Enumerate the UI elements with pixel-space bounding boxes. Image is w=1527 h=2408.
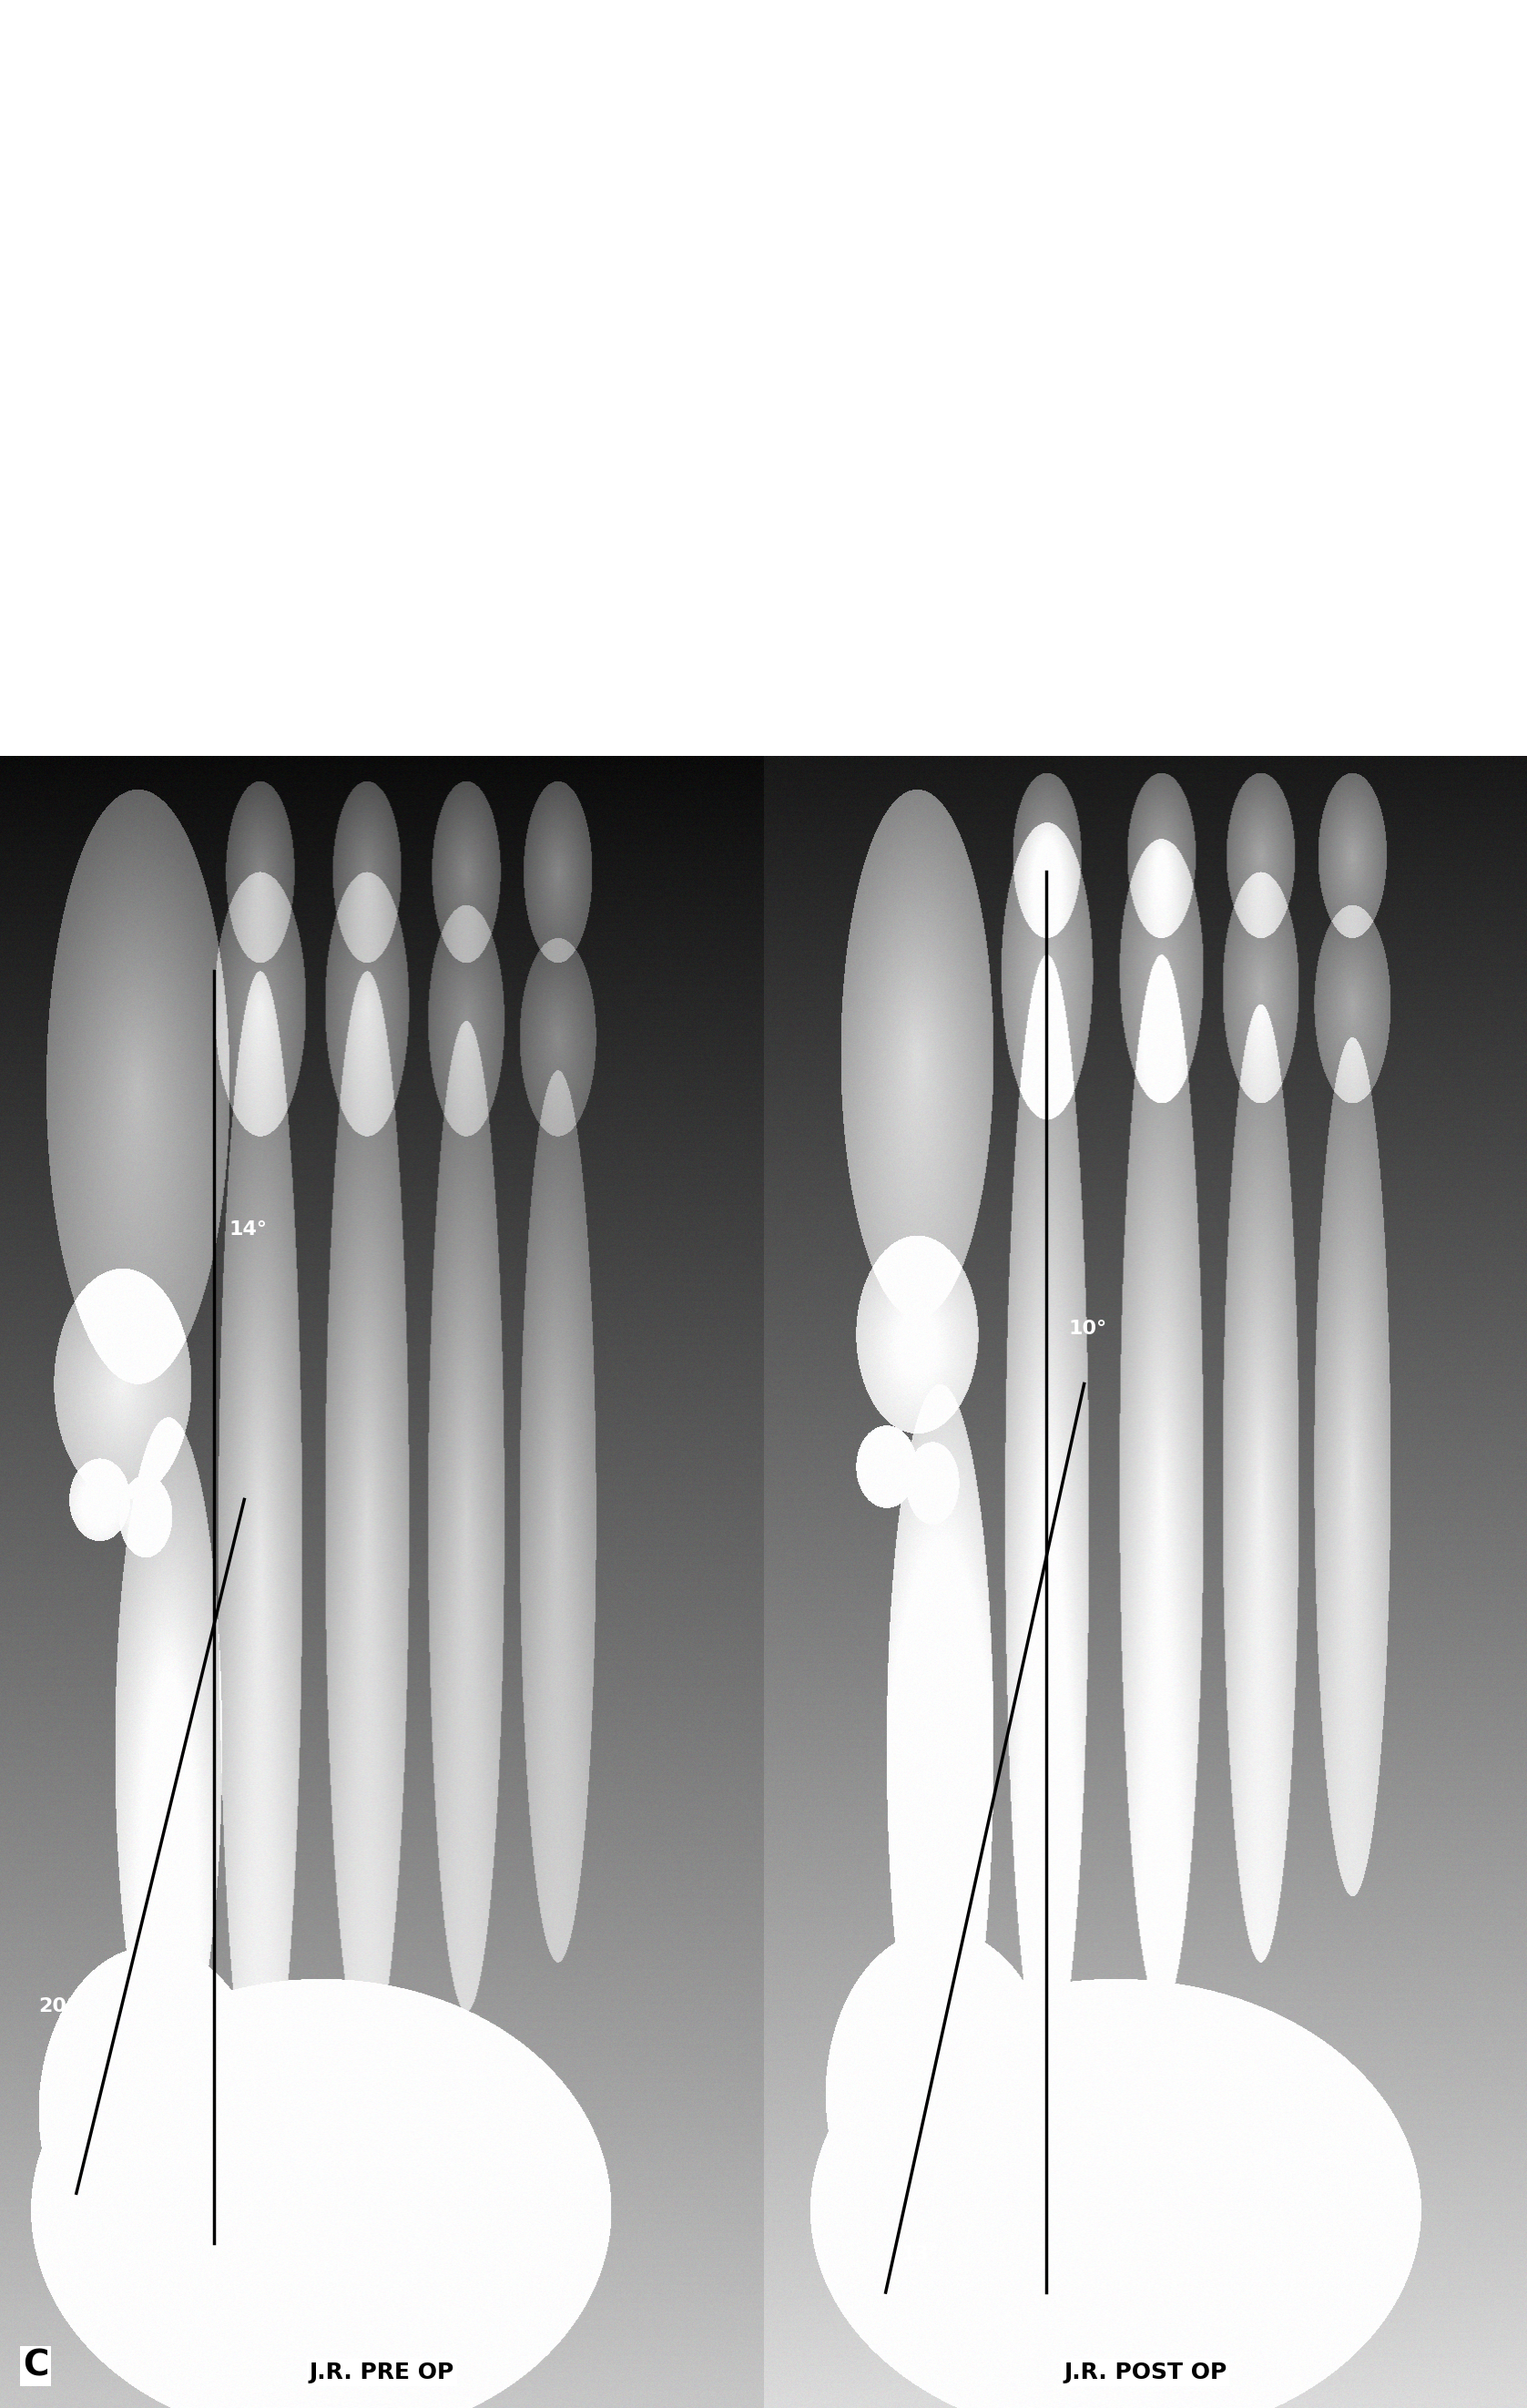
Text: 13°: 13° bbox=[901, 2244, 939, 2264]
Text: 20°: 20° bbox=[38, 1996, 76, 2015]
Text: J.R. PRE OP: J.R. PRE OP bbox=[310, 2362, 454, 2384]
Text: 10°: 10° bbox=[1069, 1320, 1107, 1339]
Text: A: A bbox=[23, 1580, 50, 1613]
Text: 14°: 14° bbox=[229, 1221, 267, 1238]
Text: C: C bbox=[23, 2348, 49, 2384]
Text: J.R. POST OP: J.R. POST OP bbox=[1064, 2362, 1226, 2384]
Text: B: B bbox=[786, 1580, 814, 1613]
